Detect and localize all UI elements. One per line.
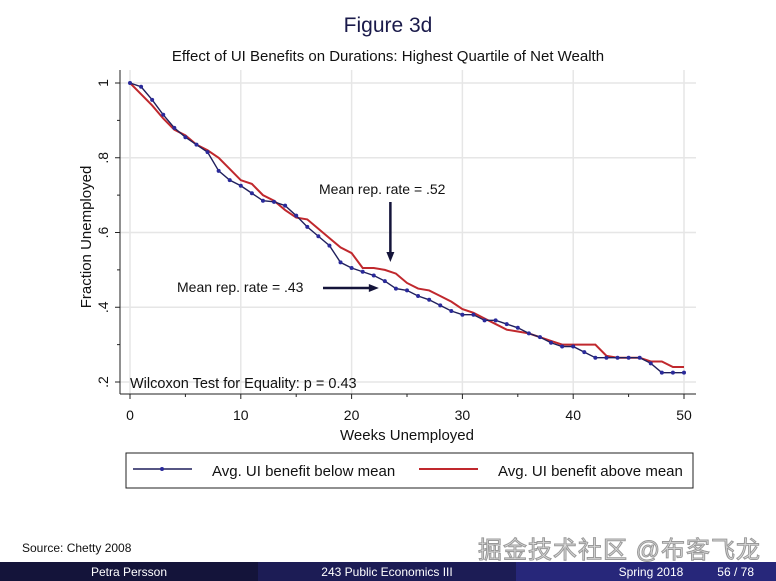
annotation-mean-rate-52: Mean rep. rate = .52 [319, 181, 446, 197]
data-point-below-mean [161, 112, 166, 117]
data-point-below-mean [294, 213, 299, 218]
footer-course: 243 Public Economics III [321, 564, 453, 579]
data-point-below-mean [460, 312, 465, 317]
data-point-below-mean [316, 234, 321, 239]
x-tick-label: 10 [233, 407, 249, 423]
y-tick-label: .8 [95, 152, 111, 164]
data-point-below-mean [504, 322, 509, 327]
data-point-below-mean [515, 325, 520, 330]
data-point-below-mean [249, 191, 254, 196]
legend-label-below: Avg. UI benefit below mean [212, 463, 395, 480]
series-lines [128, 81, 686, 375]
data-point-below-mean [349, 266, 354, 271]
survival-chart: 0 10 20 30 40 50 .2 .4 .6 .8 1 Mean rep. rate = .5… [78, 70, 696, 489]
data-point-below-mean [128, 81, 132, 85]
data-point-below-mean [416, 294, 421, 299]
data-point-below-mean [272, 199, 277, 204]
data-point-below-mean [471, 312, 476, 317]
data-point-below-mean [405, 288, 409, 293]
data-point-below-mean [360, 269, 365, 274]
figure-subtitle: Effect of UI Benefits on Durations: High… [171, 48, 605, 65]
data-point-below-mean [582, 350, 587, 355]
arrow-down-head [386, 252, 395, 263]
data-point-below-mean [493, 318, 498, 323]
data-point-below-mean [659, 370, 664, 375]
x-tick-label: 0 [126, 407, 134, 423]
data-point-below-mean [670, 370, 675, 375]
data-point-below-mean [526, 331, 531, 336]
data-point-below-mean [150, 97, 155, 102]
y-tick-label: 1 [95, 79, 111, 87]
data-point-below-mean [393, 286, 398, 291]
data-point-below-mean [382, 279, 387, 284]
data-point-below-mean [560, 344, 565, 349]
x-tick-label: 50 [676, 407, 692, 423]
data-point-below-mean [227, 178, 232, 183]
footer-page-number[interactable]: 56 / 78 [717, 564, 754, 579]
source-note: Source: Chetty 2008 [22, 541, 132, 555]
series-line-above-mean [129, 82, 684, 369]
data-point-below-mean [283, 203, 288, 208]
data-point-below-mean [593, 355, 598, 360]
y-axis-label: Fraction Unemployed [78, 166, 95, 309]
series-line-below-mean [129, 82, 684, 374]
axes: 0 10 20 30 40 50 .2 .4 .6 .8 1 [95, 70, 696, 423]
data-point-below-mean [648, 361, 653, 366]
x-tick-label: 40 [565, 407, 581, 423]
annotation-mean-rate-43: Mean rep. rate = .43 [177, 279, 304, 295]
data-point-below-mean [682, 370, 686, 375]
data-point-below-mean [238, 183, 243, 188]
legend-box [125, 452, 694, 489]
footer-author: Petra Persson [90, 564, 168, 579]
figure-title: Figure 3d [343, 14, 433, 37]
data-point-below-mean [427, 297, 432, 302]
footer-bar: Petra Persson 243 Public Economics III S… [0, 562, 776, 581]
data-point-below-mean [571, 344, 576, 349]
data-point-below-mean [438, 303, 443, 308]
x-tick-label: 20 [344, 407, 360, 423]
data-point-below-mean [194, 142, 199, 147]
data-point-below-mean [338, 260, 343, 265]
data-point-below-mean [172, 125, 177, 130]
data-point-below-mean [626, 355, 631, 360]
data-point-below-mean [216, 168, 221, 173]
data-point-below-mean [615, 355, 620, 360]
data-point-below-mean [549, 340, 554, 345]
data-point-below-mean [371, 273, 376, 278]
annotations: Mean rep. rate = .52 Mean rep. rate = .4… [130, 181, 446, 392]
arrow-right-head [368, 284, 379, 292]
y-tick-label: .2 [95, 376, 111, 388]
watermark: 掘金技术社区 @布客飞龙 [477, 537, 762, 565]
data-point-below-mean [183, 135, 188, 140]
footer-term: Spring 2018 [618, 564, 684, 579]
x-axis-label: Weeks Unemployed [340, 427, 474, 444]
data-point-below-mean [327, 243, 332, 248]
wilcoxon-test-label: Wilcoxon Test for Equality: p = 0.43 [130, 376, 357, 392]
data-point-below-mean [604, 355, 609, 360]
data-point-below-mean [537, 335, 542, 340]
x-tick-label: 30 [455, 407, 471, 423]
data-point-below-mean [205, 150, 210, 155]
y-tick-label: .6 [95, 226, 111, 238]
data-point-below-mean [260, 198, 265, 203]
y-tick-label: .4 [95, 301, 111, 313]
data-point-below-mean [637, 355, 642, 360]
data-point-below-mean [482, 318, 487, 323]
grid [120, 70, 696, 394]
data-point-below-mean [449, 308, 454, 313]
data-point-below-mean [305, 224, 310, 229]
legend-label-above: Avg. UI benefit above mean [498, 463, 683, 480]
legend: Avg. UI benefit below mean Avg. UI benef… [125, 452, 694, 489]
data-point-below-mean [139, 84, 144, 89]
legend-marker-below [160, 467, 164, 471]
